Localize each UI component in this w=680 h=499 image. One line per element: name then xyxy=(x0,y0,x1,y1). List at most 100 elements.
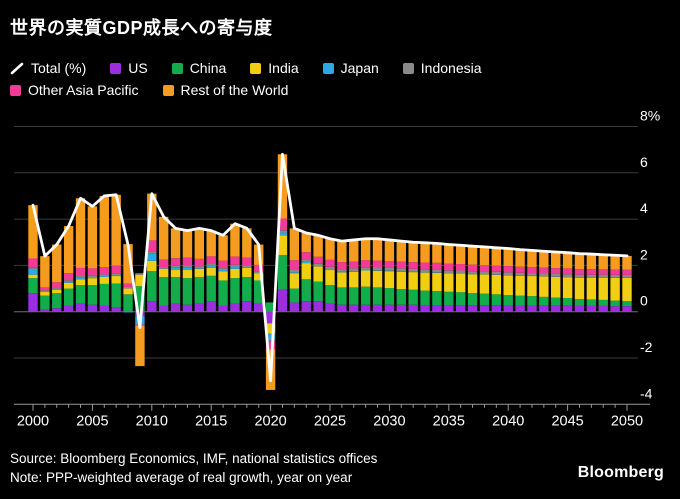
bar-2020-us xyxy=(265,311,276,324)
bar-2044-rest_of_world xyxy=(551,251,561,269)
bar-2022-india xyxy=(289,273,300,289)
bar-2010-indonesia xyxy=(147,251,157,254)
y-axis-label-2: 2 xyxy=(640,246,648,262)
bar-2013-china xyxy=(182,278,193,305)
bar-2006-us xyxy=(99,305,109,312)
bar-2050-india xyxy=(622,277,632,302)
bar-2042-india xyxy=(527,276,537,297)
y-axis-label--4: -4 xyxy=(640,385,653,401)
bar-2022-rest_of_world xyxy=(289,228,300,261)
bar-2033-us xyxy=(420,304,430,312)
bar-2039-other_asia_pacific xyxy=(491,265,502,272)
bar-2049-us xyxy=(610,306,620,312)
bar-2037-indonesia xyxy=(467,271,478,274)
bar-2007-japan xyxy=(111,275,121,277)
bar-2032-rest_of_world xyxy=(408,242,418,263)
bar-2015-china xyxy=(206,275,216,302)
bar-2029-us xyxy=(372,304,383,312)
bar-2017-india xyxy=(230,268,240,279)
bar-2041-china xyxy=(515,295,525,306)
bar-2041-indonesia xyxy=(515,272,525,276)
bar-2006-indonesia xyxy=(99,274,109,277)
legend-label-us: US xyxy=(128,60,148,76)
bar-2050-other_asia_pacific xyxy=(622,269,632,275)
bar-2025-india xyxy=(325,270,335,286)
bar-2013-japan xyxy=(182,267,193,271)
legend-item-china: China xyxy=(171,60,226,76)
bar-2044-indonesia xyxy=(551,273,561,277)
bar-2025-rest_of_world xyxy=(325,238,335,260)
bar-2013-us xyxy=(182,304,193,312)
bar-2029-rest_of_world xyxy=(372,238,383,261)
bar-2011-china xyxy=(158,276,169,306)
bar-2020-indonesia xyxy=(265,340,276,342)
bar-2047-rest_of_world xyxy=(586,254,597,270)
bar-2002-other_asia_pacific xyxy=(52,282,62,289)
bar-2042-other_asia_pacific xyxy=(527,267,537,274)
bar-2024-indonesia xyxy=(313,263,323,267)
bar-2048-indonesia xyxy=(598,274,608,278)
x-axis-label-2045: 2045 xyxy=(551,413,583,429)
bar-2026-rest_of_world xyxy=(337,241,347,263)
x-axis-label-2040: 2040 xyxy=(492,413,524,429)
bar-2027-indonesia xyxy=(349,268,359,272)
bar-2029-indonesia xyxy=(372,267,383,271)
bar-2028-us xyxy=(360,304,371,312)
bar-2049-india xyxy=(610,277,620,301)
bar-2005-indonesia xyxy=(87,275,98,277)
bar-2016-us xyxy=(218,305,228,312)
bar-2026-other_asia_pacific xyxy=(337,262,347,270)
bar-2016-china xyxy=(218,280,228,306)
bar-2041-india xyxy=(515,275,525,296)
legend-row-1: Total (%) US China India Japan Indonesia xyxy=(10,57,482,79)
bar-2002-us xyxy=(52,308,62,312)
bar-2043-other_asia_pacific xyxy=(539,267,549,274)
bar-2018-other_asia_pacific xyxy=(242,257,252,266)
footer: Source: Bloomberg Economics, IMF, nation… xyxy=(10,449,377,487)
bar-2017-rest_of_world xyxy=(230,223,240,257)
bar-2024-india xyxy=(313,266,323,282)
y-axis-label-4: 4 xyxy=(640,200,648,216)
bar-2000-rest_of_world xyxy=(28,205,38,259)
bar-2025-other_asia_pacific xyxy=(325,259,335,267)
bar-2018-japan xyxy=(242,267,252,268)
legend-label-rest-of-world: Rest of the World xyxy=(180,82,289,98)
bar-2025-indonesia xyxy=(325,266,335,270)
x-axis-label-2015: 2015 xyxy=(195,413,227,429)
bar-2008-china xyxy=(123,294,133,312)
bar-2020-other_asia_pacific xyxy=(265,341,276,350)
bar-2014-indonesia xyxy=(194,266,205,269)
bar-2035-india xyxy=(444,273,454,292)
bar-2009-rest_of_world xyxy=(135,325,145,367)
bar-2006-india xyxy=(99,276,109,284)
bar-2035-indonesia xyxy=(444,270,454,274)
bar-2005-other_asia_pacific xyxy=(87,268,98,276)
bar-2003-us xyxy=(63,305,74,312)
bar-2050-china xyxy=(622,301,632,307)
bar-2044-india xyxy=(551,276,561,298)
bar-2026-india xyxy=(337,272,347,288)
bar-2002-india xyxy=(52,289,62,294)
bar-2043-us xyxy=(539,305,549,312)
bar-2039-china xyxy=(491,294,502,306)
bar-2037-rest_of_world xyxy=(467,246,478,265)
bar-2048-china xyxy=(598,299,608,306)
bar-2017-indonesia xyxy=(230,264,240,267)
bar-2034-indonesia xyxy=(432,269,442,273)
bar-2033-china xyxy=(420,290,430,305)
bar-2049-china xyxy=(610,300,620,307)
bar-2007-us xyxy=(111,307,121,312)
bar-2007-indonesia xyxy=(111,273,121,276)
bar-2020-india xyxy=(265,323,276,334)
legend-row-2: Other Asia Pacific Rest of the World xyxy=(10,79,482,101)
bar-2007-india xyxy=(111,276,121,284)
bar-2021-us xyxy=(277,289,288,312)
legend-item-us: US xyxy=(110,60,148,76)
bar-2023-us xyxy=(301,301,311,312)
bar-2035-other_asia_pacific xyxy=(444,263,454,271)
bar-2000-china xyxy=(28,278,38,294)
bar-2046-china xyxy=(574,298,585,306)
bar-2021-indonesia xyxy=(277,230,288,233)
bar-2007-china xyxy=(111,283,121,308)
bar-2031-rest_of_world xyxy=(396,241,406,262)
